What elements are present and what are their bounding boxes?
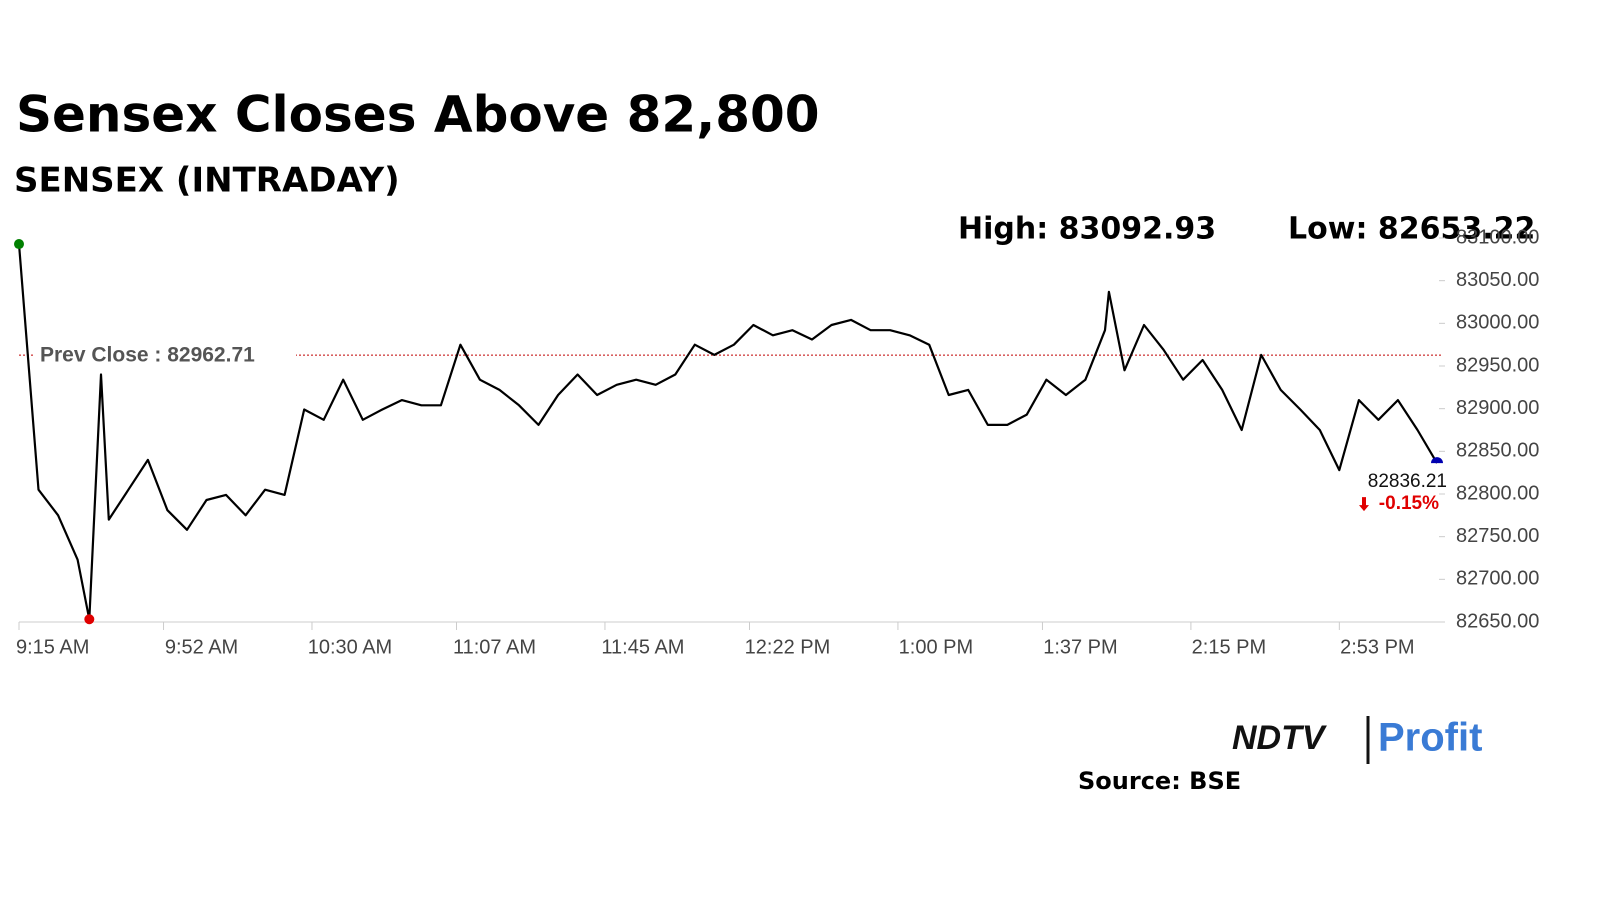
chart-subtitle: SENSEX (INTRADAY)	[14, 161, 400, 201]
low-label: Low: 82653.22	[1288, 212, 1535, 247]
x-tick-label: 2:53 PM	[1340, 636, 1414, 658]
logo-right: Profit	[1378, 716, 1482, 760]
x-tick-label: 1:37 PM	[1043, 636, 1117, 658]
y-tick-label: 82950.00	[1456, 354, 1539, 376]
y-tick-label: 82650.00	[1456, 610, 1539, 632]
last-value-label: 82836.21	[1368, 471, 1447, 492]
y-tick-label: 82850.00	[1456, 440, 1539, 462]
x-tick-label: 11:45 AM	[601, 636, 684, 658]
y-tick-label: 83050.00	[1456, 269, 1539, 291]
low-marker	[84, 614, 95, 625]
y-tick-label: 82900.00	[1456, 397, 1539, 419]
prev-close-label-bg	[34, 341, 296, 370]
y-tick-label: 82800.00	[1456, 482, 1539, 504]
prev-close-label: Prev Close : 82962.71	[40, 344, 255, 367]
high-label: High: 83092.93	[958, 212, 1216, 247]
y-tick-label: 83000.00	[1456, 312, 1539, 334]
chart-title: Sensex Closes Above 82,800	[16, 86, 820, 144]
x-tick-label: 9:15 AM	[16, 636, 89, 658]
change-label: -0.15%	[1379, 493, 1439, 514]
x-tick-label: 2:15 PM	[1192, 636, 1266, 658]
x-tick-label: 10:30 AM	[308, 636, 393, 658]
y-tick-label: 82750.00	[1456, 525, 1539, 547]
y-tick-label: 82700.00	[1456, 568, 1539, 590]
series-line	[17, 243, 1438, 621]
x-tick-label: 12:22 PM	[745, 636, 831, 658]
y-tick-label: 83100.00	[1456, 226, 1539, 248]
x-tick-label: 9:52 AM	[165, 636, 238, 658]
high-marker	[14, 239, 24, 250]
logo: NDTV Profit	[1232, 716, 1482, 764]
logo-left: NDTV	[1232, 719, 1328, 757]
down-arrow	[1359, 497, 1369, 512]
x-tick-label: 11:07 AM	[453, 636, 536, 658]
x-tick-label: 1:00 PM	[899, 636, 973, 658]
source: Source: BSE	[1078, 767, 1241, 795]
last-marker	[1431, 457, 1443, 464]
